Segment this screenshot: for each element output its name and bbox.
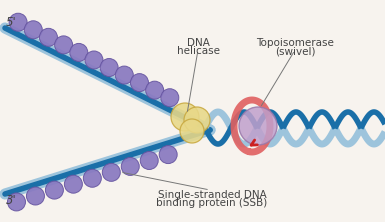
Circle shape [146,81,164,99]
Circle shape [100,59,118,77]
Circle shape [239,107,277,145]
Text: Single-stranded DNA: Single-stranded DNA [157,190,266,200]
Text: Topoisomerase: Topoisomerase [256,38,334,48]
Circle shape [85,51,103,69]
Circle shape [180,119,204,143]
Circle shape [27,187,44,205]
Text: binding protein (SSB): binding protein (SSB) [156,198,268,208]
Circle shape [171,103,199,131]
Text: DNA: DNA [187,38,209,48]
Circle shape [184,107,210,133]
Text: (swivel): (swivel) [275,46,315,56]
Circle shape [9,13,27,31]
Circle shape [102,163,120,181]
Circle shape [7,193,25,211]
Circle shape [161,89,179,107]
Circle shape [159,146,177,164]
Circle shape [55,36,73,54]
Circle shape [39,28,57,46]
Circle shape [131,74,149,92]
Text: 3': 3' [6,194,17,206]
Circle shape [121,157,139,175]
Circle shape [45,181,64,199]
Circle shape [64,175,82,193]
Text: helicase: helicase [176,46,219,56]
Circle shape [115,66,133,84]
Circle shape [24,21,42,39]
Text: 5': 5' [6,16,17,28]
Circle shape [70,44,88,61]
Circle shape [140,151,158,170]
Circle shape [83,169,101,187]
